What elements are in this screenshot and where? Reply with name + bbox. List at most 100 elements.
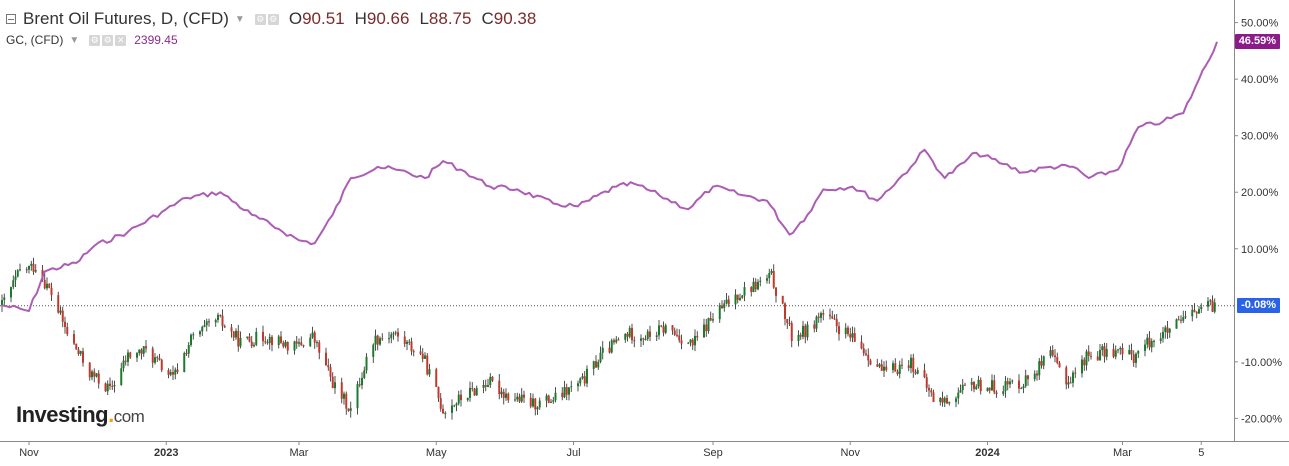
candle-body — [95, 373, 98, 377]
candle-body — [77, 349, 80, 354]
candle-body — [536, 407, 539, 410]
gear-icon[interactable]: ⚙ — [102, 34, 114, 46]
candle-body — [394, 332, 397, 334]
compare-value: 2399.45 — [134, 33, 178, 47]
chevron-down-icon[interactable]: ▼ — [69, 34, 80, 46]
candle-body — [491, 376, 494, 381]
candle-body — [442, 408, 444, 414]
candle-body — [345, 393, 348, 409]
candle-body — [221, 315, 224, 327]
candle-body — [1114, 350, 1117, 357]
candle-body — [1162, 331, 1164, 339]
y-tick-label: 40.00% — [1241, 74, 1279, 86]
candle-body — [435, 369, 438, 387]
candle-body — [957, 392, 960, 399]
candle-body — [1128, 350, 1131, 355]
candle-body — [451, 405, 453, 413]
candle-body — [993, 380, 996, 393]
candle-body — [172, 372, 174, 375]
candle-body — [392, 333, 395, 335]
close-icon[interactable]: ✕ — [115, 34, 127, 46]
candle-body — [1144, 344, 1146, 351]
candle-body — [1004, 381, 1007, 392]
candle-body — [705, 324, 708, 332]
candle-body — [894, 363, 897, 372]
y-tick-label: 50.00% — [1241, 18, 1279, 30]
candle-body — [631, 327, 633, 341]
candle-body — [253, 344, 255, 347]
candle-body — [1085, 351, 1088, 366]
candle-body — [347, 408, 350, 411]
y-tick-label: 20.00% — [1241, 187, 1279, 199]
candle-body — [970, 381, 973, 385]
candle-body — [34, 270, 37, 272]
candle-body — [439, 398, 442, 409]
candle-body — [48, 283, 51, 288]
chevron-down-icon[interactable]: ▼ — [234, 13, 245, 25]
candle-body — [64, 321, 66, 327]
candle-body — [109, 383, 111, 386]
candle-body — [390, 334, 393, 339]
candle-body — [262, 331, 264, 342]
candle-body — [1024, 375, 1027, 387]
candle-body — [120, 368, 123, 386]
candle-body — [255, 331, 258, 345]
candle-body — [145, 346, 147, 349]
candle-body — [1132, 354, 1135, 363]
candle-body — [860, 341, 863, 349]
candle-body — [1101, 346, 1104, 351]
candle-body — [939, 397, 942, 402]
candle-body — [1195, 311, 1198, 314]
candle-body — [1040, 361, 1043, 366]
candle-body — [358, 384, 361, 386]
y-axis: 50.00% 40.00% 30.00% 20.00% 10.00% -10.00% -20… — [1234, 18, 1282, 425]
candle-body — [410, 341, 413, 352]
candle-body — [759, 280, 762, 282]
candle-body — [1038, 361, 1041, 376]
candle-body — [372, 344, 375, 357]
candle-body — [707, 318, 710, 332]
candle-body — [381, 338, 384, 340]
x-tick-label: 2024 — [975, 447, 1000, 459]
candle-body — [948, 401, 951, 404]
candle-body — [444, 412, 447, 414]
gear-icon[interactable]: ⚙ — [267, 13, 279, 25]
settings-icon[interactable]: ⚙ — [89, 34, 101, 46]
candle-body — [19, 269, 21, 271]
candle-body — [1081, 359, 1083, 374]
candle-body — [712, 319, 714, 321]
candle-body — [329, 367, 332, 377]
candle-body — [217, 314, 219, 321]
candle-body — [928, 387, 930, 391]
candle-body — [214, 320, 217, 323]
candle-body — [680, 340, 683, 344]
candle-body — [646, 331, 649, 340]
candle-body — [907, 365, 910, 369]
candle-body — [617, 339, 620, 341]
candle-body — [896, 371, 899, 375]
y-tick-label: -20.00% — [1241, 413, 1282, 425]
candle-body — [1087, 351, 1090, 356]
candle-body — [671, 325, 674, 331]
candle-body — [545, 395, 548, 401]
candle-body — [1036, 373, 1038, 376]
candle-body — [127, 352, 129, 362]
candle-body — [201, 326, 204, 332]
candle-body — [97, 373, 100, 384]
compare-legend: GC, (CFD) ▼ ⚙ ⚙ ✕ 2399.45 — [6, 33, 178, 47]
candle-body — [1103, 346, 1106, 357]
candle-body — [1200, 306, 1203, 310]
candle-body — [883, 366, 885, 371]
candle-body — [1168, 328, 1171, 333]
candle-body — [1067, 382, 1070, 385]
candle-body — [167, 370, 170, 375]
collapse-icon[interactable] — [6, 14, 16, 24]
candle-body — [1090, 355, 1092, 357]
candle-body — [1112, 348, 1115, 357]
candle-body — [703, 324, 705, 338]
candle-body — [547, 395, 550, 403]
candle-body — [781, 295, 784, 304]
candle-body — [453, 405, 456, 407]
settings-icon[interactable]: ⚙ — [254, 13, 266, 25]
x-tick-label: Mar — [290, 447, 309, 459]
